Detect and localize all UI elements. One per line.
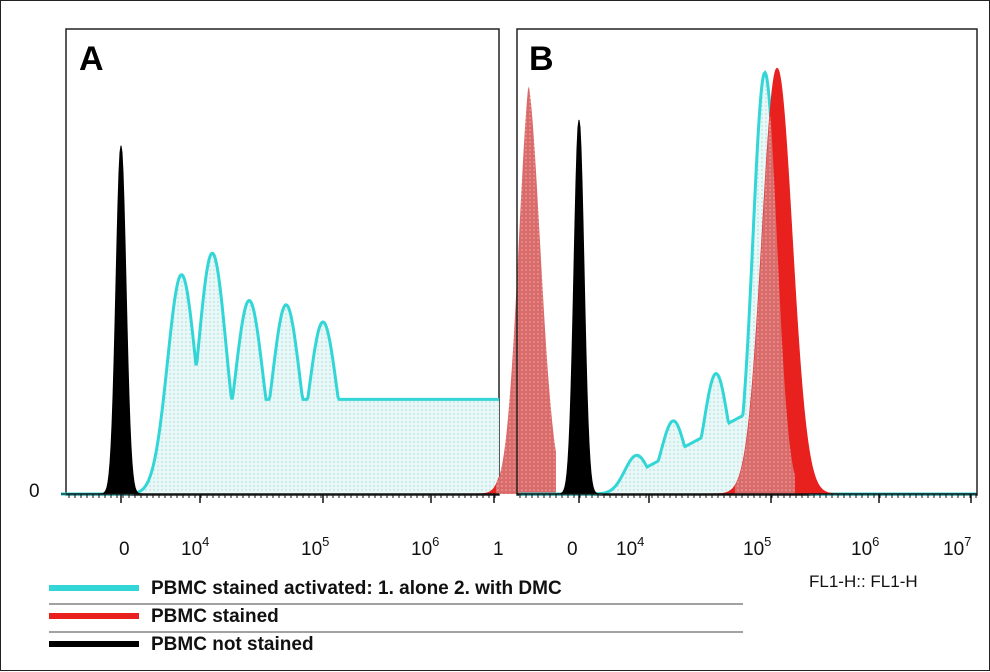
panel-b-x-tick-labels: 0 104 105 106 107 [567, 534, 971, 560]
panel-a-x-tick-labels: 0 104 105 106 1 [119, 534, 504, 560]
panel-a-y-zero-label: 0 [29, 481, 40, 502]
panel-a-label: A [79, 40, 104, 78]
x-tick-label: 106 [411, 534, 439, 560]
x-tick-label: 106 [851, 534, 879, 560]
panel-b: B 0 104 105 106 107 FL1-H:: FL1-H [516, 28, 978, 591]
x-tick-label: 104 [181, 534, 209, 560]
x-tick-label: 105 [301, 534, 329, 560]
x-tick-label: 104 [616, 534, 644, 560]
panel-a: A 0 0 104 105 106 1 [29, 28, 556, 560]
legend-label-stained: PBMC stained [151, 606, 279, 627]
x-tick-label: 105 [743, 534, 771, 560]
series-overlap-area [495, 86, 556, 495]
x-tick-label: 0 [567, 539, 578, 560]
panel-b-label: B [529, 40, 554, 78]
x-tick-label: 0 [119, 539, 130, 560]
panel-b-frame [516, 28, 978, 496]
panel-b-x-ticks [517, 493, 977, 503]
legend-label-activated: PBMC stained activated: 1. alone 2. with… [151, 578, 562, 599]
panel-b-series [519, 67, 976, 496]
panel-a-x-ticks [66, 493, 499, 503]
panel-b-x-axis-title: FL1-H:: FL1-H [809, 572, 918, 591]
panel-a-frame [65, 28, 500, 496]
series-area-activated [519, 72, 976, 494]
series-overlap-area [734, 114, 795, 494]
legend: PBMC stained activated: 1. alone 2. with… [49, 578, 743, 655]
legend-label-not-stained: PBMC not stained [151, 634, 314, 655]
x-tick-label: 1 [493, 539, 504, 560]
x-tick-label: 107 [943, 534, 971, 560]
panel-a-series [61, 86, 556, 496]
series-area-activated [61, 253, 499, 494]
